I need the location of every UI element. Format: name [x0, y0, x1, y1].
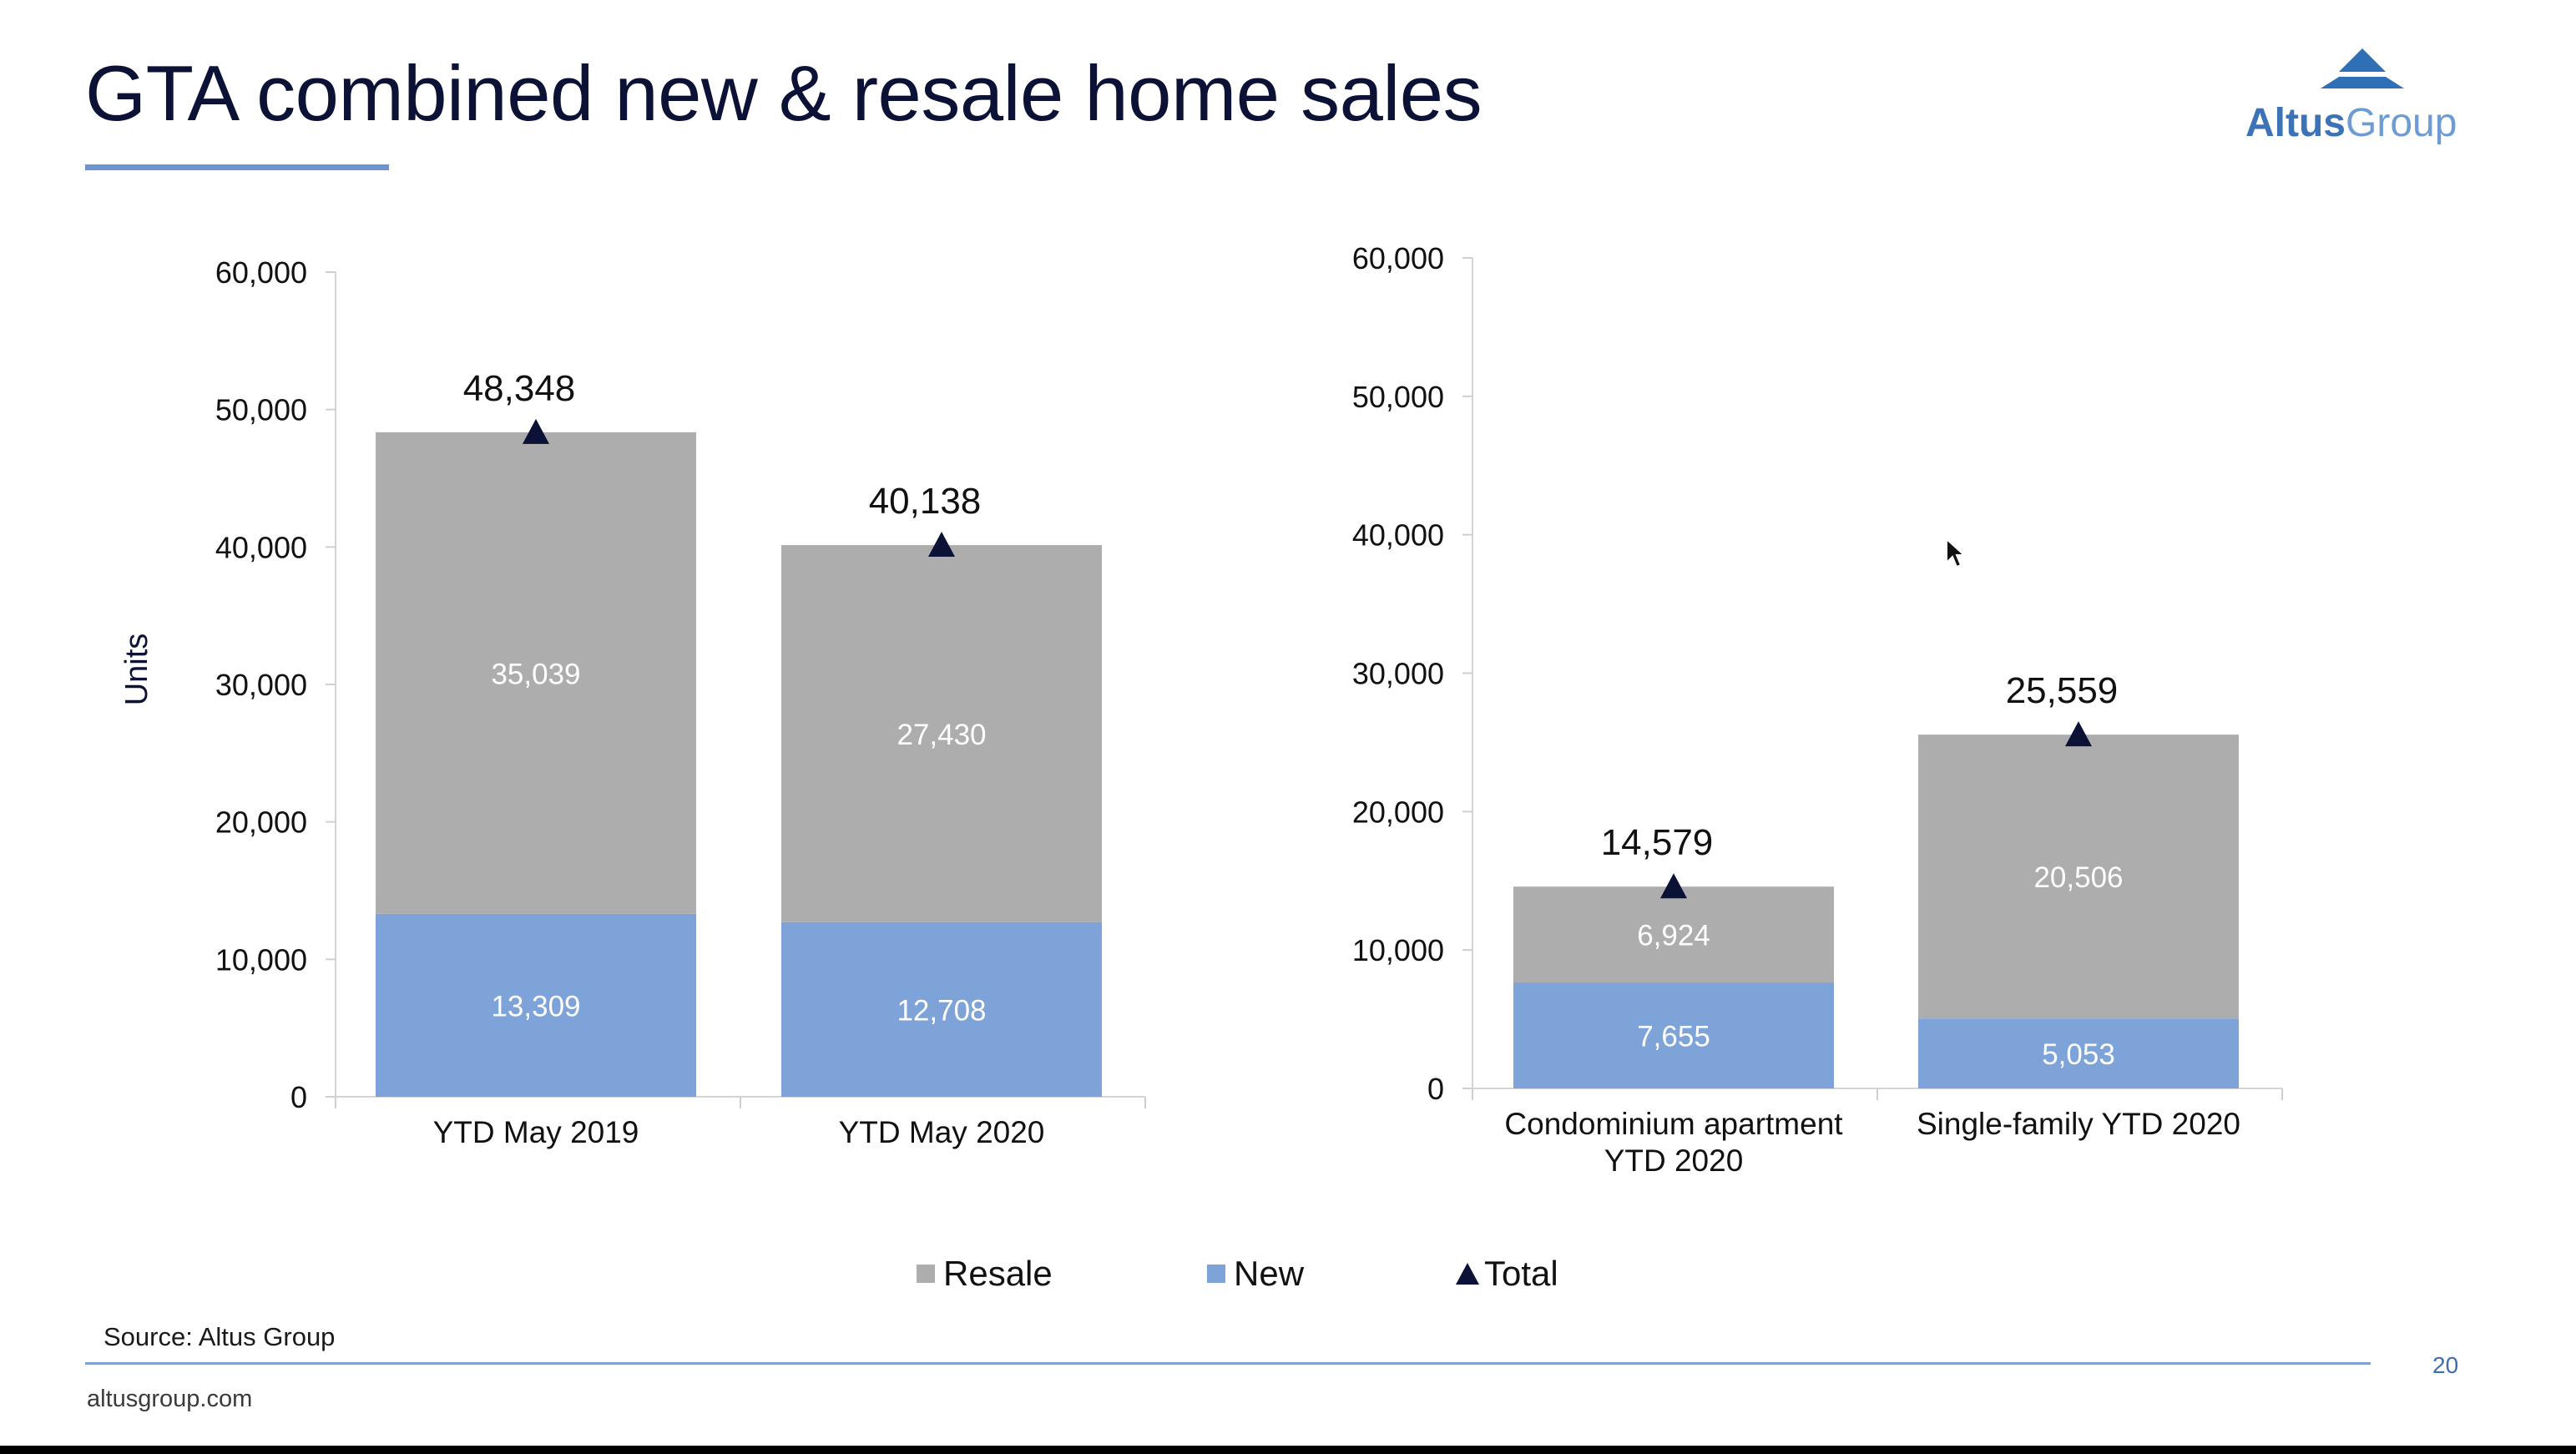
- y-tick-label: 20,000: [215, 805, 307, 840]
- legend-swatch-resale: [917, 1265, 935, 1283]
- bar-segment-new: [781, 921, 1102, 1097]
- y-tick-label: 60,000: [1352, 241, 1444, 275]
- y-tick-label: 40,000: [1352, 518, 1444, 553]
- x-tick-label: Single-family YTD 2020: [1917, 1107, 2240, 1141]
- footer-divider: [85, 1362, 2371, 1365]
- data-label-total: 25,559: [2006, 670, 2119, 711]
- data-label-resale: 6,924: [1637, 920, 1710, 952]
- y-tick-label: 40,000: [215, 530, 307, 564]
- y-tick-label: 50,000: [1352, 380, 1444, 414]
- y-tick-label: 30,000: [215, 668, 307, 702]
- legend-swatch-new: [1207, 1265, 1225, 1283]
- logo-mark-icon: [2321, 48, 2404, 88]
- page-title: GTA combined new & resale home sales: [85, 49, 1482, 137]
- legend-label-new: New: [1234, 1254, 1305, 1293]
- y-axis-label: Units: [119, 634, 154, 706]
- legend-item-resale: Resale: [917, 1254, 1053, 1294]
- legend-item-new: New: [1207, 1254, 1304, 1294]
- bar-segment-resale: [781, 545, 1102, 922]
- charts-area: 0 10,000 20,000 30,000 40,000 50,000 60,000 Uni…: [119, 241, 2283, 1178]
- y-tick-label: 20,000: [1352, 795, 1444, 829]
- total-marker: [1660, 873, 1687, 899]
- bar-segment-resale: [376, 432, 696, 914]
- y-tick-label: 0: [1427, 1072, 1444, 1106]
- data-label-resale: 27,430: [897, 719, 986, 751]
- y-tick-label: 10,000: [1352, 933, 1444, 967]
- bar-segment-resale: [1918, 735, 2239, 1019]
- data-label-new: 12,708: [897, 994, 986, 1027]
- mouse-pointer-icon: [1946, 538, 1965, 568]
- y-tick-label: 10,000: [215, 942, 307, 977]
- legend-label-resale: Resale: [943, 1254, 1053, 1293]
- bar-segment-resale: [1513, 886, 1834, 983]
- altus-group-logo: AltusGroup: [2245, 47, 2496, 155]
- total-marker: [2065, 721, 2092, 747]
- logo-word-altus: Altus: [2245, 101, 2346, 145]
- data-label-resale: 20,506: [2033, 861, 2123, 894]
- x-tick-label: YTD May 2019: [433, 1115, 639, 1149]
- data-label-total: 40,138: [869, 481, 982, 522]
- y-tick-label: 30,000: [1352, 657, 1444, 691]
- x-tick-label: YTD May 2020: [839, 1115, 1045, 1149]
- source-note: Source: Altus Group: [104, 1322, 336, 1351]
- y-tick-label: 0: [290, 1080, 307, 1114]
- triangle-icon: [1456, 1263, 1479, 1285]
- total-marker: [928, 532, 955, 558]
- data-label-new: 13,309: [491, 990, 580, 1022]
- data-label-new: 5,053: [2042, 1038, 2115, 1071]
- data-label-total: 14,579: [1601, 822, 1714, 863]
- page-number: 20: [2432, 1352, 2459, 1378]
- logo-word-group: Group: [2346, 101, 2457, 145]
- title-underline: [85, 164, 389, 170]
- data-label-new: 7,655: [1637, 1021, 1710, 1053]
- x-tick-label: YTD 2020: [1604, 1144, 1744, 1178]
- legend-item-total: Total: [1456, 1254, 1558, 1294]
- data-label-resale: 35,039: [491, 658, 580, 690]
- y-tick-label: 60,000: [215, 255, 307, 290]
- bar-segment-new: [1513, 982, 1834, 1088]
- total-marker: [523, 418, 549, 444]
- data-label-total: 48,348: [463, 368, 576, 409]
- legend-label-total: Total: [1484, 1254, 1558, 1293]
- logo-text: AltusGroup: [2245, 100, 2457, 146]
- x-tick-label: Condominium apartment: [1504, 1107, 1843, 1141]
- website-footer: altusgroup.com: [87, 1386, 253, 1412]
- y-tick-label: 50,000: [215, 393, 307, 427]
- bar-segment-new: [1918, 1018, 2239, 1088]
- bar-segment-new: [376, 913, 696, 1097]
